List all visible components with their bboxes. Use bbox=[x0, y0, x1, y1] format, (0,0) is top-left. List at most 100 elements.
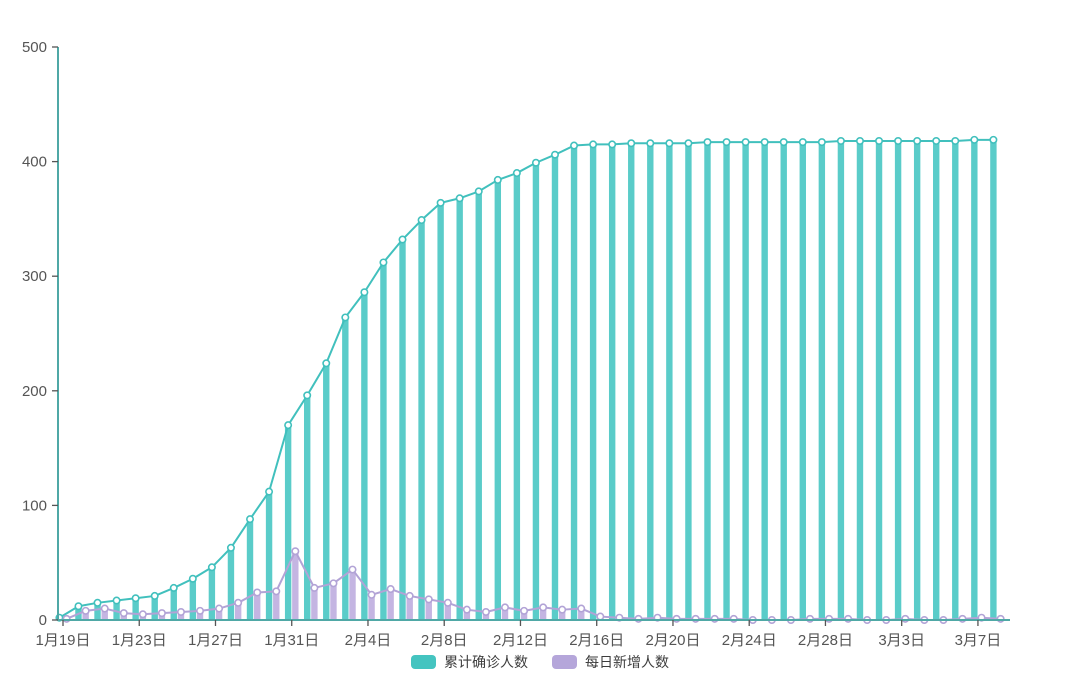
bar-cumulative bbox=[799, 142, 806, 621]
bar-cumulative bbox=[570, 145, 578, 620]
marker-cumulative bbox=[951, 136, 960, 145]
x-axis-tick-label: 2月12日 bbox=[493, 632, 548, 649]
marker-daily-new bbox=[367, 590, 376, 599]
marker-cumulative bbox=[627, 139, 636, 148]
bar-cumulative bbox=[513, 173, 521, 620]
marker-daily-new bbox=[424, 595, 433, 604]
bar-cumulative bbox=[875, 140, 883, 621]
marker-cumulative bbox=[684, 139, 693, 148]
bar-daily-new bbox=[444, 602, 452, 620]
marker-cumulative bbox=[570, 141, 579, 150]
marker-cumulative bbox=[436, 198, 445, 207]
bar-cumulative bbox=[818, 142, 826, 621]
marker-cumulative bbox=[455, 194, 464, 203]
marker-daily-new bbox=[539, 603, 548, 612]
marker-daily-new bbox=[691, 614, 700, 623]
bar-daily-new bbox=[330, 583, 337, 620]
marker-daily-new bbox=[100, 604, 109, 613]
bar-cumulative bbox=[94, 602, 101, 620]
bar-cumulative bbox=[170, 587, 177, 620]
bar-cumulative bbox=[208, 567, 216, 620]
marker-daily-new bbox=[901, 614, 910, 623]
marker-cumulative bbox=[932, 136, 941, 145]
y-axis-tick-label: 400 bbox=[22, 154, 47, 171]
marker-cumulative bbox=[512, 169, 521, 178]
bar-cumulative bbox=[933, 140, 940, 621]
marker-cumulative bbox=[150, 591, 159, 600]
bar-cumulative bbox=[780, 142, 787, 621]
bar-cumulative bbox=[647, 143, 654, 620]
bar-cumulative bbox=[608, 144, 616, 620]
marker-daily-new bbox=[805, 614, 814, 623]
marker-daily-new bbox=[958, 614, 967, 623]
marker-daily-new bbox=[825, 614, 834, 623]
marker-daily-new bbox=[596, 612, 605, 621]
marker-cumulative bbox=[646, 139, 655, 148]
marker-cumulative bbox=[550, 150, 559, 159]
x-axis-tick-label: 2月4日 bbox=[345, 632, 392, 649]
marker-cumulative bbox=[360, 288, 369, 297]
bar-cumulative bbox=[761, 142, 768, 621]
legend-item-daily-new[interactable]: 每日新增人数 bbox=[552, 652, 669, 672]
x-axis-tick-label: 3月3日 bbox=[878, 632, 925, 649]
bar-cumulative bbox=[990, 139, 997, 621]
marker-daily-new bbox=[215, 604, 224, 613]
marker-daily-new bbox=[443, 598, 452, 607]
marker-cumulative bbox=[74, 602, 83, 611]
marker-daily-new bbox=[501, 603, 510, 612]
marker-daily-new bbox=[138, 610, 147, 619]
marker-daily-new bbox=[481, 607, 490, 616]
bar-cumulative bbox=[532, 162, 540, 620]
x-axis-tick-label: 2月20日 bbox=[645, 632, 700, 649]
marker-daily-new bbox=[672, 614, 681, 623]
bar-cumulative bbox=[913, 140, 921, 621]
bar-daily-new bbox=[387, 589, 394, 620]
x-axis-tick-label: 3月7日 bbox=[955, 632, 1002, 649]
bar-cumulative bbox=[380, 262, 387, 620]
y-axis-tick-label: 200 bbox=[22, 383, 47, 400]
marker-cumulative bbox=[93, 598, 102, 607]
marker-cumulative bbox=[398, 235, 407, 244]
y-axis-tick-label: 0 bbox=[39, 612, 47, 629]
marker-cumulative bbox=[531, 158, 540, 167]
legend-swatch-cumulative-icon bbox=[411, 655, 436, 669]
x-axis-tick-label: 1月23日 bbox=[112, 632, 167, 649]
marker-cumulative bbox=[417, 216, 426, 225]
bar-cumulative bbox=[494, 179, 502, 620]
marker-daily-new bbox=[272, 587, 281, 596]
marker-cumulative bbox=[855, 136, 864, 145]
marker-cumulative bbox=[760, 138, 769, 147]
marker-daily-new bbox=[520, 606, 529, 615]
bar-cumulative bbox=[952, 140, 959, 621]
bar-cumulative bbox=[418, 220, 425, 620]
marker-cumulative bbox=[913, 136, 922, 145]
bar-daily-new bbox=[368, 594, 375, 620]
bar-daily-new bbox=[406, 595, 413, 620]
x-axis-tick-label: 2月16日 bbox=[569, 632, 624, 649]
bar-cumulative bbox=[589, 144, 597, 620]
legend-label-daily-new: 每日新增人数 bbox=[585, 654, 669, 670]
marker-daily-new bbox=[291, 547, 300, 556]
x-axis-tick-label: 2月28日 bbox=[798, 632, 853, 649]
marker-daily-new bbox=[196, 606, 205, 615]
marker-cumulative bbox=[836, 136, 845, 145]
marker-cumulative bbox=[303, 391, 312, 400]
legend-item-cumulative[interactable]: 累计确诊人数 bbox=[411, 652, 528, 672]
legend-label-cumulative: 累计确诊人数 bbox=[444, 654, 528, 670]
marker-daily-new bbox=[844, 614, 853, 623]
y-axis-tick-label: 300 bbox=[22, 268, 47, 285]
bar-cumulative bbox=[856, 140, 864, 621]
chart-legend: 累计确诊人数 每日新增人数 bbox=[0, 652, 1080, 672]
marker-daily-new bbox=[996, 614, 1005, 623]
bar-cumulative bbox=[475, 191, 482, 620]
marker-cumulative bbox=[322, 359, 331, 368]
bar-cumulative bbox=[437, 202, 444, 620]
marker-daily-new bbox=[577, 604, 586, 613]
y-axis-tick-label: 100 bbox=[22, 497, 47, 514]
marker-cumulative bbox=[875, 136, 884, 145]
marker-daily-new bbox=[462, 605, 471, 614]
bar-cumulative bbox=[246, 519, 254, 620]
bar-cumulative bbox=[894, 140, 902, 621]
bar-daily-new bbox=[425, 599, 432, 620]
